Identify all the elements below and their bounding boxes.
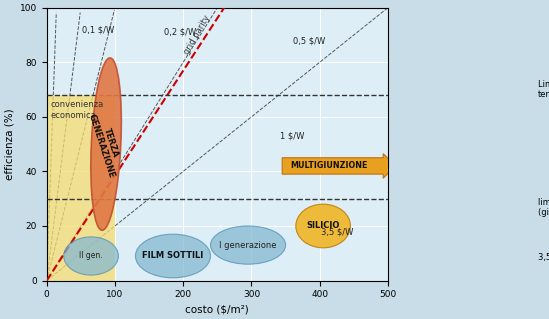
Ellipse shape — [91, 58, 121, 230]
Y-axis label: efficienza (%): efficienza (%) — [4, 108, 14, 180]
FancyArrow shape — [282, 154, 395, 178]
Polygon shape — [47, 95, 115, 280]
Text: 3,5 $/W: 3,5 $/W — [321, 227, 353, 236]
Text: SILICIO: SILICIO — [306, 221, 340, 231]
Text: Limite ultimo
termodinamico: Limite ultimo termodinamico — [538, 80, 549, 99]
Ellipse shape — [210, 226, 285, 264]
Text: grid parity: grid parity — [182, 14, 212, 56]
Text: 1 $/W: 1 $/W — [280, 132, 305, 141]
Text: convenienza
economica: convenienza economica — [50, 100, 103, 120]
Text: 0,1 $/W: 0,1 $/W — [82, 25, 114, 34]
Ellipse shape — [136, 234, 210, 278]
Ellipse shape — [64, 237, 119, 275]
Text: II gen.: II gen. — [79, 251, 103, 261]
X-axis label: costo ($/m²): costo ($/m²) — [186, 305, 249, 315]
Text: limite tecnologie tradizionali
(giunzione singola): limite tecnologie tradizionali (giunzion… — [538, 198, 549, 217]
Text: I generazione: I generazione — [219, 241, 277, 249]
Text: 3,5 $/W: 3,5 $/W — [538, 252, 549, 261]
Text: 0,5 $/W: 0,5 $/W — [293, 36, 326, 45]
Text: MULTIGIUNZIONE: MULTIGIUNZIONE — [290, 161, 368, 170]
Ellipse shape — [296, 204, 350, 248]
Text: 0,2 $/W: 0,2 $/W — [164, 28, 196, 37]
Text: TERZA
GENERAZIONE: TERZA GENERAZIONE — [87, 109, 126, 179]
Text: FILM SOTTILI: FILM SOTTILI — [142, 251, 204, 261]
